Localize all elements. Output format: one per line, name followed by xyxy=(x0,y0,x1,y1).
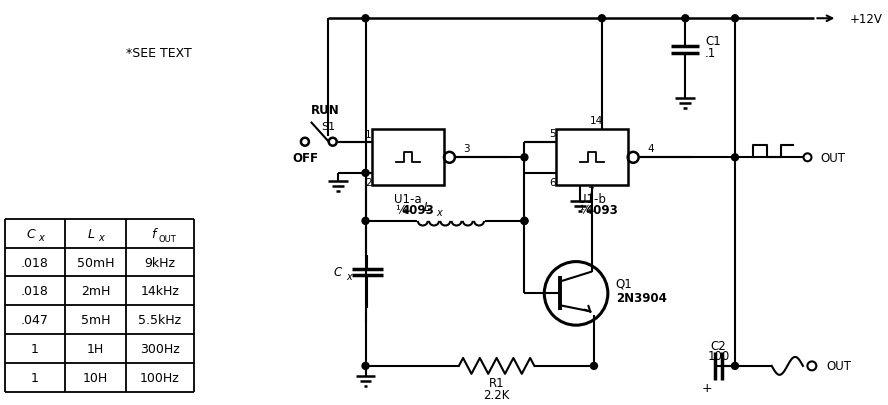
Text: 4093: 4093 xyxy=(401,204,434,217)
Text: ¼: ¼ xyxy=(395,204,407,217)
Text: C2: C2 xyxy=(710,339,726,352)
Text: C1: C1 xyxy=(705,34,721,47)
Text: 4093: 4093 xyxy=(585,204,618,217)
Circle shape xyxy=(521,218,527,225)
Text: 3: 3 xyxy=(464,144,470,154)
Text: 5: 5 xyxy=(549,128,556,139)
FancyBboxPatch shape xyxy=(372,130,444,185)
Circle shape xyxy=(732,16,739,23)
Text: 5.5kHz: 5.5kHz xyxy=(139,313,181,326)
Circle shape xyxy=(362,16,369,23)
Circle shape xyxy=(599,16,606,23)
Text: *SEE TEXT: *SEE TEXT xyxy=(126,47,192,60)
Circle shape xyxy=(591,362,598,369)
Text: x: x xyxy=(99,233,104,243)
Text: U1-a: U1-a xyxy=(394,192,422,205)
Text: .018: .018 xyxy=(20,256,49,269)
Text: Q1: Q1 xyxy=(615,277,632,290)
Text: .047: .047 xyxy=(20,313,49,326)
FancyBboxPatch shape xyxy=(556,130,628,185)
Text: C: C xyxy=(27,227,36,240)
Text: OFF: OFF xyxy=(292,152,318,165)
Text: L: L xyxy=(424,201,431,214)
Text: RUN: RUN xyxy=(311,104,339,117)
Circle shape xyxy=(732,154,739,161)
Text: U1-b: U1-b xyxy=(578,192,606,205)
Text: 300Hz: 300Hz xyxy=(140,342,179,355)
Text: 5mH: 5mH xyxy=(81,313,110,326)
Text: R1: R1 xyxy=(488,376,504,389)
Text: OUT: OUT xyxy=(159,234,177,243)
Text: f: f xyxy=(151,227,155,240)
Text: .018: .018 xyxy=(20,285,49,298)
Text: 14kHz: 14kHz xyxy=(140,285,179,298)
Circle shape xyxy=(732,362,739,369)
Text: +: + xyxy=(702,381,712,394)
Text: 1: 1 xyxy=(365,130,372,139)
Circle shape xyxy=(362,170,369,177)
Text: +12V: +12V xyxy=(850,13,883,26)
Text: 50mH: 50mH xyxy=(76,256,114,269)
Circle shape xyxy=(521,154,527,161)
Text: 2mH: 2mH xyxy=(81,285,110,298)
Circle shape xyxy=(362,362,369,369)
Text: 100: 100 xyxy=(708,350,730,362)
Text: S1: S1 xyxy=(321,122,336,132)
Text: 2N3904: 2N3904 xyxy=(615,291,667,304)
Text: 2.2K: 2.2K xyxy=(483,388,510,401)
Text: L: L xyxy=(88,227,95,240)
Text: 6: 6 xyxy=(549,177,556,188)
Text: ¼: ¼ xyxy=(579,204,591,217)
Text: 4: 4 xyxy=(647,144,654,154)
Text: OUT: OUT xyxy=(821,151,845,164)
Text: OUT: OUT xyxy=(827,360,852,373)
Text: .1: .1 xyxy=(705,47,717,60)
Text: 7: 7 xyxy=(587,187,593,196)
Text: x: x xyxy=(346,272,353,282)
Text: 100Hz: 100Hz xyxy=(140,371,179,384)
Text: 14: 14 xyxy=(591,115,604,125)
Text: 10H: 10H xyxy=(83,371,108,384)
Text: C: C xyxy=(334,265,342,278)
Circle shape xyxy=(362,218,369,225)
Text: 2: 2 xyxy=(365,177,372,188)
Text: 1: 1 xyxy=(31,371,39,384)
Text: 9kHz: 9kHz xyxy=(145,256,176,269)
Text: 1: 1 xyxy=(31,342,39,355)
Text: x: x xyxy=(38,233,44,243)
Text: 1H: 1H xyxy=(87,342,104,355)
Circle shape xyxy=(521,218,527,225)
Circle shape xyxy=(682,16,689,23)
Text: x: x xyxy=(436,207,442,217)
